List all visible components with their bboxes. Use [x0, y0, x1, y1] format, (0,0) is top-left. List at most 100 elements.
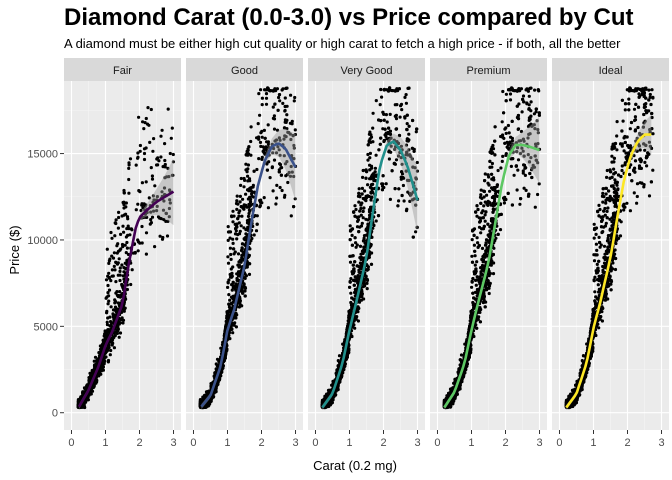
data-point — [158, 234, 162, 238]
data-point — [385, 120, 389, 124]
data-point — [152, 198, 156, 202]
data-point — [281, 101, 285, 105]
data-point — [257, 137, 261, 141]
data-point — [169, 136, 173, 140]
data-point — [142, 151, 147, 156]
data-point — [253, 214, 257, 218]
data-point — [382, 87, 386, 91]
data-point — [167, 206, 171, 211]
data-point — [378, 103, 382, 107]
data-point — [259, 88, 263, 92]
data-point — [348, 280, 352, 284]
data-point — [76, 399, 80, 403]
data-point — [231, 237, 235, 241]
data-point — [260, 103, 264, 107]
data-point — [264, 102, 269, 106]
data-point — [407, 132, 411, 136]
data-point — [117, 215, 121, 220]
facet-strip-label: Very Good — [341, 65, 393, 77]
data-point — [293, 128, 297, 132]
data-point — [106, 360, 110, 364]
data-point — [118, 269, 122, 273]
data-point — [137, 189, 141, 193]
data-point — [112, 318, 116, 322]
data-point — [271, 189, 275, 193]
data-point — [240, 246, 244, 250]
data-point — [168, 188, 172, 192]
data-point — [272, 114, 276, 118]
data-point — [102, 340, 106, 344]
data-point — [247, 208, 251, 212]
data-point — [402, 199, 406, 203]
data-point — [149, 221, 153, 225]
data-point — [259, 144, 263, 148]
data-point — [233, 232, 238, 236]
data-point — [140, 181, 144, 185]
data-point — [221, 366, 225, 370]
data-point — [165, 175, 169, 179]
data-point — [105, 309, 109, 313]
data-point — [106, 316, 110, 320]
data-point — [127, 177, 131, 182]
data-point — [381, 174, 385, 178]
data-point — [248, 262, 252, 266]
data-point — [405, 122, 409, 126]
data-point — [112, 251, 116, 255]
data-point — [117, 322, 121, 326]
data-point — [349, 291, 353, 295]
data-point — [229, 267, 233, 271]
data-point — [111, 274, 115, 278]
data-point — [249, 153, 253, 157]
data-point — [89, 392, 93, 396]
data-point — [244, 153, 248, 157]
data-point — [235, 272, 239, 276]
data-point — [153, 184, 157, 188]
data-point — [283, 104, 287, 109]
data-point — [149, 166, 153, 170]
data-point — [368, 156, 372, 160]
data-point — [229, 257, 233, 261]
data-point — [205, 390, 210, 394]
data-point — [123, 243, 127, 247]
data-point — [250, 190, 254, 194]
data-point — [112, 264, 116, 268]
data-point — [358, 244, 363, 248]
data-point — [122, 188, 126, 193]
data-point — [262, 148, 266, 152]
data-point — [97, 354, 102, 358]
data-point — [127, 166, 131, 170]
data-point — [125, 246, 129, 250]
data-point — [107, 259, 111, 263]
data-point — [149, 218, 153, 222]
data-point — [142, 203, 146, 207]
data-point — [238, 194, 242, 198]
data-point — [236, 252, 241, 256]
data-point — [235, 222, 239, 226]
data-point — [140, 241, 144, 245]
data-point — [229, 252, 233, 257]
data-point — [113, 268, 117, 272]
x-tick-label: 0 — [68, 437, 74, 449]
data-point — [368, 151, 372, 155]
data-point — [410, 146, 414, 150]
data-point — [401, 183, 405, 188]
data-point — [356, 319, 360, 323]
data-point — [278, 99, 282, 103]
data-point — [237, 211, 241, 215]
data-point — [289, 93, 293, 97]
data-point — [127, 191, 131, 195]
data-point — [142, 157, 147, 162]
data-point — [387, 150, 391, 154]
data-point — [354, 241, 358, 245]
facet-strip-label: Good — [231, 65, 258, 77]
data-point — [136, 202, 140, 206]
data-point — [400, 170, 404, 174]
data-point — [279, 173, 283, 177]
data-point — [273, 102, 277, 106]
data-point — [235, 194, 239, 198]
data-point — [270, 166, 274, 170]
data-point — [290, 119, 294, 123]
data-point — [234, 312, 238, 316]
